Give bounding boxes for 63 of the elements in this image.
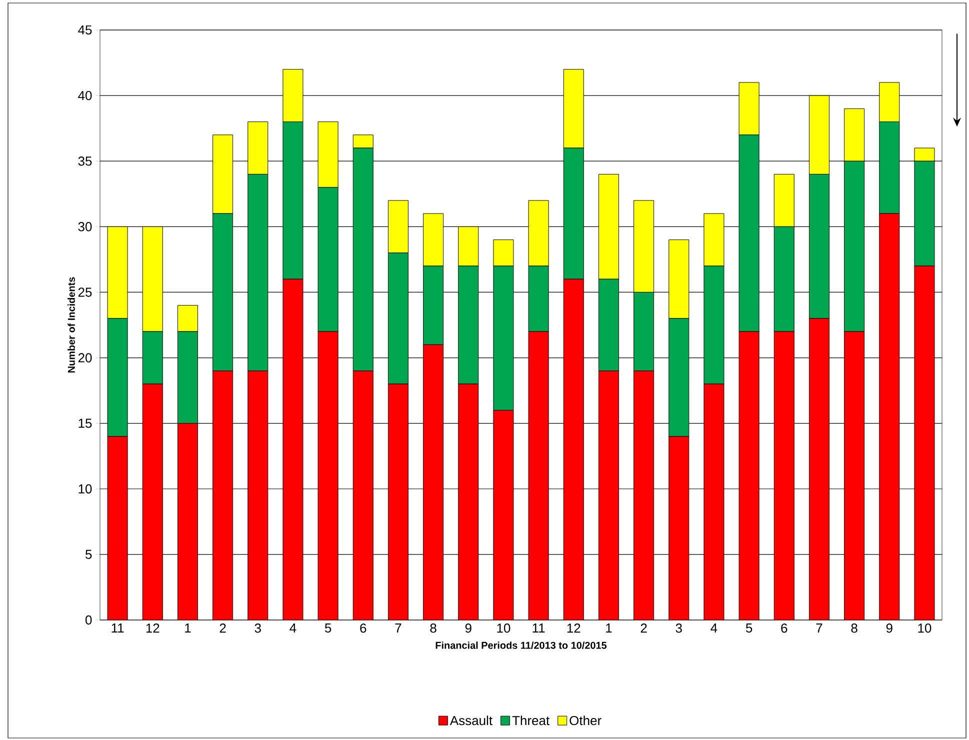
x-tick-label: 10 — [497, 624, 510, 633]
bar — [879, 213, 900, 620]
bar — [598, 370, 619, 620]
x-tick-label: 2 — [220, 624, 226, 633]
x-tick-label: 4 — [290, 624, 296, 632]
bar — [318, 331, 338, 620]
x-tick-label: 11 — [532, 624, 545, 632]
y-tick-label: 45 — [78, 25, 92, 35]
bar — [388, 384, 408, 620]
x-tick-label: 3 — [254, 624, 261, 633]
bar — [774, 331, 794, 620]
bar — [177, 423, 198, 620]
legend-label: Threat — [512, 716, 550, 726]
x-tick-label: 1 — [185, 624, 191, 632]
bar — [423, 344, 444, 620]
bar — [808, 318, 830, 620]
y-tick-label: 0 — [86, 615, 92, 625]
y-axis-title: Number of Incidents — [68, 277, 75, 372]
bar — [738, 331, 760, 620]
x-tick-label: 6 — [781, 624, 788, 633]
bar — [212, 370, 234, 620]
x-axis-title: Financial Periods 11/2013 to 10/2015 — [436, 642, 607, 649]
bar — [142, 384, 163, 620]
x-tick-label: 8 — [430, 624, 436, 633]
legend-label: Assault — [450, 716, 492, 726]
x-tick-label: 1 — [606, 624, 612, 632]
x-tick-label: 5 — [746, 624, 752, 633]
y-tick-label: 20 — [78, 353, 92, 362]
y-tick-label: 10 — [78, 484, 92, 494]
bar — [528, 331, 549, 620]
x-tick-label: 12 — [567, 624, 580, 633]
x-tick-label: 9 — [465, 624, 472, 633]
x-tick-label: 7 — [816, 624, 822, 632]
y-tick-label: 35 — [78, 156, 92, 166]
x-tick-label: 6 — [360, 624, 366, 633]
bar — [634, 370, 654, 620]
bar — [107, 436, 128, 620]
x-tick-label: 12 — [146, 624, 160, 633]
bar — [493, 410, 514, 620]
bar — [914, 266, 935, 620]
x-tick-label: 2 — [640, 624, 647, 633]
x-tick-label: 7 — [395, 624, 402, 632]
x-tick-label: 11 — [112, 624, 124, 632]
y-tick-label: 5 — [86, 550, 92, 559]
x-tick-label: 4 — [710, 624, 718, 632]
bar — [668, 436, 690, 620]
y-tick-label: 15 — [78, 418, 92, 428]
y-tick-label: 40 — [78, 90, 92, 100]
x-tick-label: 9 — [886, 624, 892, 633]
x-tick-label: 10 — [918, 624, 932, 633]
y-tick-label: 30 — [78, 222, 92, 232]
x-tick-label: 3 — [676, 624, 682, 633]
bar — [844, 331, 865, 620]
bar — [458, 384, 479, 620]
x-tick-label: 5 — [324, 624, 332, 633]
x-tick-label: 8 — [851, 624, 858, 633]
y-tick-label: 25 — [78, 288, 92, 297]
bar — [248, 370, 268, 620]
bar — [704, 384, 724, 620]
bar — [352, 370, 374, 620]
bar — [282, 278, 304, 620]
bar — [563, 278, 584, 620]
legend-label: Other — [570, 716, 602, 726]
